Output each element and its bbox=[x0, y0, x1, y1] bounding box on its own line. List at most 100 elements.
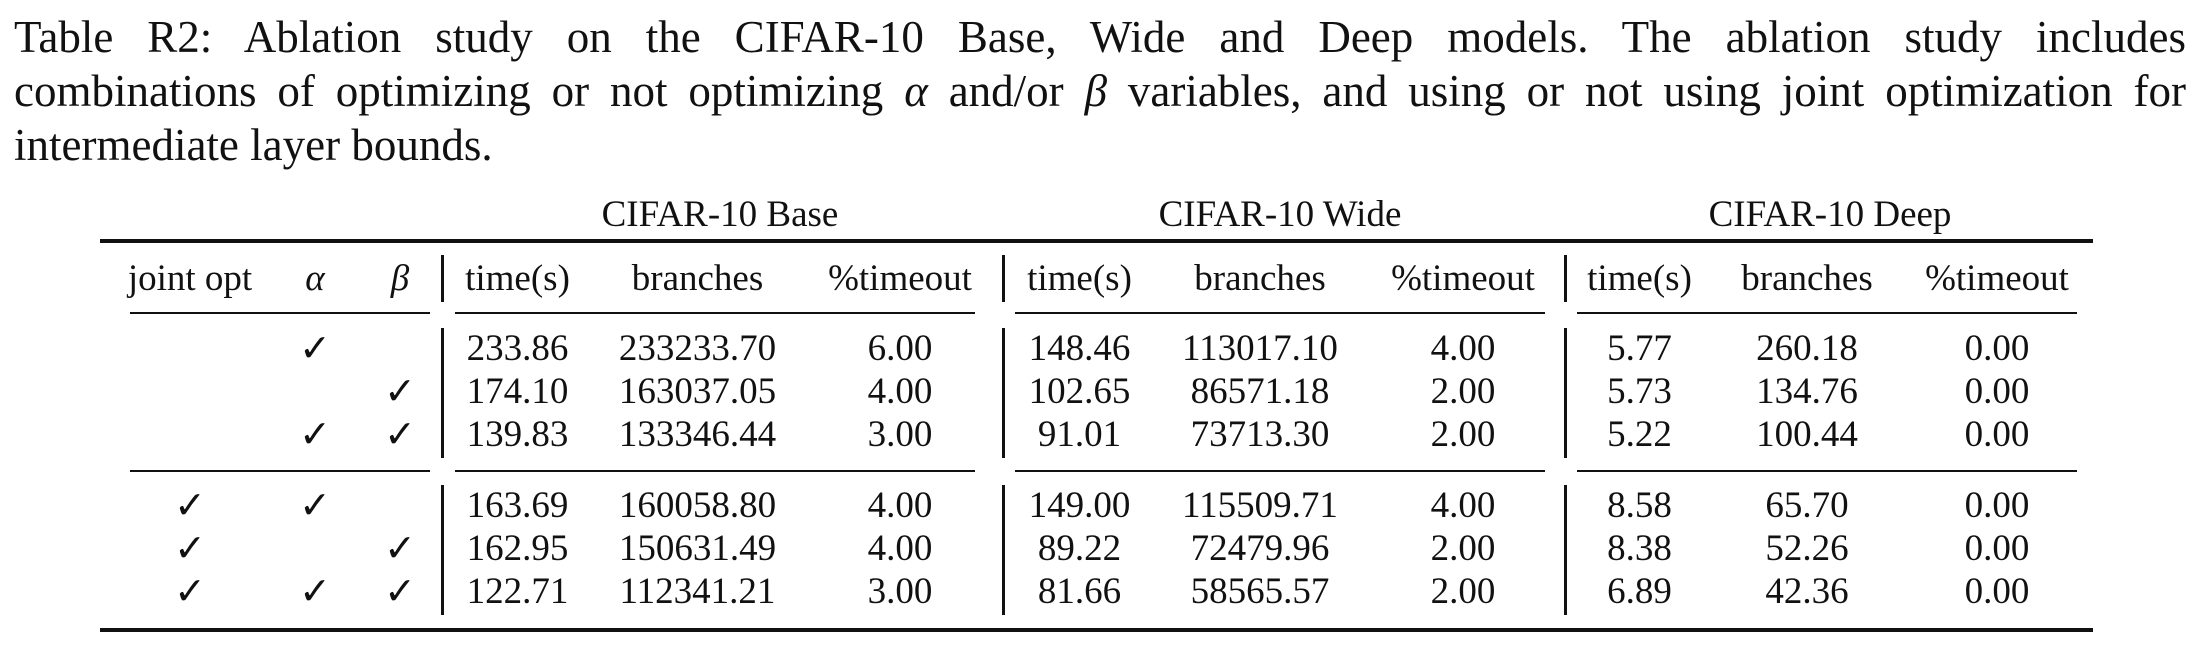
beta-symbol: β bbox=[1084, 66, 1107, 116]
col-header-base-branches: branches bbox=[631, 258, 764, 299]
cell-beta: ✓ bbox=[384, 571, 416, 613]
cell-base-time: 174.10 bbox=[466, 371, 569, 412]
group-header-deep: CIFAR-10 Deep bbox=[1708, 194, 1952, 235]
header-divider bbox=[1002, 255, 1005, 302]
col-header-deep-timeout: %timeout bbox=[1925, 258, 2069, 299]
cell-base-time: 163.69 bbox=[466, 485, 569, 526]
cell-base-time: 162.95 bbox=[466, 528, 569, 569]
cell-base-timeout: 4.00 bbox=[867, 528, 933, 569]
cell-wide-timeout: 2.00 bbox=[1430, 371, 1496, 412]
mid-rule bbox=[1015, 470, 1545, 472]
cell-alpha: ✓ bbox=[299, 328, 331, 370]
cell-deep-branches: 134.76 bbox=[1756, 371, 1858, 412]
cell-alpha: ✓ bbox=[299, 485, 331, 527]
caption-line-3: intermediate layer bounds. bbox=[14, 120, 493, 170]
cell-deep-timeout: 0.00 bbox=[1964, 571, 2030, 612]
cell-base-time: 233.86 bbox=[466, 328, 569, 369]
cell-alpha bbox=[285, 528, 345, 570]
caption-text: combinations of optimizing or not optimi… bbox=[14, 66, 905, 116]
cell-deep-timeout: 0.00 bbox=[1964, 528, 2030, 569]
col-header-deep-branches: branches bbox=[1741, 258, 1873, 299]
cell-wide-timeout: 2.00 bbox=[1430, 571, 1496, 612]
cell-wide-branches: 58565.57 bbox=[1190, 571, 1330, 612]
cell-deep-timeout: 0.00 bbox=[1964, 485, 2030, 526]
header-rule bbox=[1015, 312, 1545, 314]
cell-wide-branches: 86571.18 bbox=[1190, 371, 1330, 412]
cell-base-time: 122.71 bbox=[466, 571, 569, 612]
mid-rule bbox=[1577, 470, 2077, 472]
cell-wide-time: 91.01 bbox=[1037, 414, 1122, 455]
caption-line-2: combinations of optimizing or not optimi… bbox=[14, 64, 2186, 118]
cell-deep-timeout: 0.00 bbox=[1964, 371, 2030, 412]
caption-text: variables, and using or not using joint … bbox=[1106, 66, 2187, 116]
cell-wide-time: 81.66 bbox=[1037, 571, 1122, 612]
cell-base-branches: 160058.80 bbox=[618, 485, 777, 526]
group-divider bbox=[1564, 328, 1567, 458]
col-header-wide-timeout: %timeout bbox=[1391, 258, 1535, 299]
group-divider bbox=[1002, 485, 1005, 615]
cell-base-timeout: 3.00 bbox=[867, 414, 933, 455]
col-header-joint-opt: joint opt bbox=[127, 258, 253, 299]
cell-base-branches: 150631.49 bbox=[618, 528, 777, 569]
cell-wide-time: 102.65 bbox=[1028, 371, 1131, 412]
cell-beta: ✓ bbox=[384, 414, 416, 456]
header-rule bbox=[130, 312, 430, 314]
cell-base-timeout: 4.00 bbox=[867, 371, 933, 412]
cell-wide-timeout: 4.00 bbox=[1430, 328, 1496, 369]
cell-wide-time: 89.22 bbox=[1037, 528, 1122, 569]
mid-rule bbox=[455, 470, 975, 472]
cell-wide-branches: 73713.30 bbox=[1190, 414, 1330, 455]
cell-wide-timeout: 4.00 bbox=[1430, 485, 1496, 526]
col-header-deep-time: time(s) bbox=[1587, 258, 1692, 299]
cell-beta bbox=[370, 328, 430, 370]
col-header-beta: β bbox=[370, 258, 430, 300]
cell-alpha bbox=[285, 371, 345, 413]
cell-joint-opt bbox=[110, 371, 270, 413]
col-header-wide-time: time(s) bbox=[1027, 258, 1132, 299]
cell-base-branches: 133346.44 bbox=[618, 414, 777, 455]
cell-wide-branches: 72479.96 bbox=[1190, 528, 1330, 569]
cell-base-branches: 163037.05 bbox=[618, 371, 777, 412]
cell-alpha: ✓ bbox=[299, 414, 331, 456]
cell-joint-opt: ✓ bbox=[174, 485, 206, 527]
cell-beta: ✓ bbox=[384, 528, 416, 570]
cell-base-branches: 233233.70 bbox=[618, 328, 777, 369]
cell-deep-branches: 100.44 bbox=[1756, 414, 1858, 455]
header-divider bbox=[441, 255, 444, 302]
caption-text: and/or bbox=[927, 66, 1085, 116]
cell-wide-timeout: 2.00 bbox=[1430, 528, 1496, 569]
cell-alpha: ✓ bbox=[299, 571, 331, 613]
cell-base-branches: 112341.21 bbox=[619, 571, 776, 612]
group-divider bbox=[1564, 485, 1567, 615]
cell-joint-opt: ✓ bbox=[174, 528, 206, 570]
cell-deep-time: 5.77 bbox=[1607, 328, 1672, 369]
header-divider bbox=[1564, 255, 1567, 302]
alpha-symbol: α bbox=[904, 66, 928, 116]
cell-deep-time: 5.22 bbox=[1607, 414, 1672, 455]
cell-deep-timeout: 0.00 bbox=[1964, 328, 2030, 369]
cell-joint-opt bbox=[110, 328, 270, 370]
cell-deep-timeout: 0.00 bbox=[1964, 414, 2030, 455]
cell-wide-branches: 115509.71 bbox=[1182, 485, 1338, 526]
cell-beta: ✓ bbox=[384, 371, 416, 413]
cell-deep-time: 8.38 bbox=[1607, 528, 1672, 569]
col-header-alpha: α bbox=[285, 258, 345, 300]
bottom-rule bbox=[100, 628, 2093, 632]
cell-deep-branches: 260.18 bbox=[1756, 328, 1858, 369]
alpha-symbol: α bbox=[305, 258, 325, 299]
cell-base-timeout: 4.00 bbox=[867, 485, 933, 526]
group-divider bbox=[441, 485, 444, 615]
group-divider bbox=[441, 328, 444, 458]
header-rule bbox=[1577, 312, 2077, 314]
cell-beta bbox=[370, 485, 430, 527]
cell-wide-time: 148.46 bbox=[1028, 328, 1131, 369]
cell-deep-time: 6.89 bbox=[1607, 571, 1672, 612]
group-header-wide: CIFAR-10 Wide bbox=[1158, 194, 1402, 235]
cell-deep-branches: 52.26 bbox=[1765, 528, 1849, 569]
table-caption: Table R2: Ablation study on the CIFAR-10… bbox=[14, 10, 2186, 172]
cell-deep-time: 5.73 bbox=[1607, 371, 1672, 412]
col-header-base-timeout: %timeout bbox=[828, 258, 972, 299]
group-header-base: CIFAR-10 Base bbox=[601, 194, 839, 235]
cell-base-timeout: 3.00 bbox=[867, 571, 933, 612]
